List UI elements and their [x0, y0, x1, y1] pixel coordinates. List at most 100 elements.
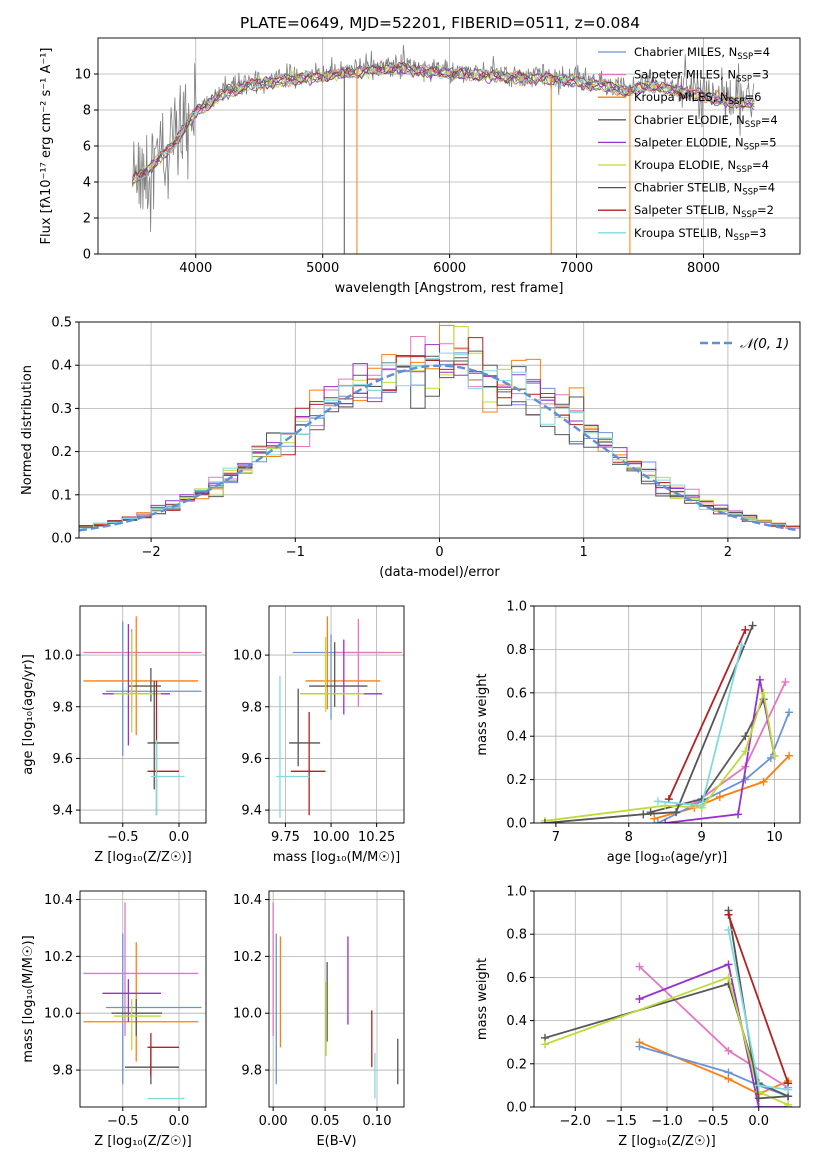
mass-weight-marker [785, 751, 794, 760]
panel-1: 4000 5000 6000 7000 8000 0 2 4 6 8 10 wavelength [A… [39, 37, 801, 296]
y-tick-label: 0.6 [506, 686, 527, 701]
legend-entry: 𝒩(0, 1) [740, 336, 789, 352]
mass-weight-line [639, 1045, 789, 1098]
model-spectrum-line [132, 62, 755, 180]
x-axis-label: Z [log₁₀(Z/Z☉)] [94, 1134, 191, 1149]
model-spectrum-line [131, 62, 755, 188]
x-tick-label: 0.0 [748, 1114, 769, 1129]
x-tick-label: 7000 [560, 261, 593, 276]
x-tick-label: 8000 [687, 261, 720, 276]
axes-frame [533, 890, 801, 1108]
y-axis-label: age [log₁₀(age/yr)] [21, 654, 36, 775]
mass-weight-marker [754, 1094, 763, 1103]
mass-weight-marker [661, 801, 670, 810]
y-tick-label: 0.4 [506, 730, 527, 745]
axes-frame [79, 605, 207, 824]
ticks: 7 8 9 10 0.0 0.2 0.4 0.6 0.8 1.0 [506, 600, 782, 846]
y-tick-label: 10.2 [44, 950, 73, 965]
ticks: 4000 5000 6000 7000 8000 0 2 4 6 8 10 [74, 68, 720, 277]
x-tick-label: −1.0 [651, 1114, 683, 1129]
y-tick-label: 10.4 [233, 893, 262, 908]
x-tick-label: 4000 [179, 261, 212, 276]
y-tick-label: 0 [83, 248, 91, 263]
mass-weight-marker [724, 910, 733, 919]
x-tick-label: 0.00 [259, 1114, 288, 1129]
x-tick-label: 8 [625, 830, 633, 845]
axes-frame [533, 605, 801, 824]
x-tick-label: 9.75 [271, 830, 300, 845]
mass-weight-marker [784, 1100, 793, 1107]
x-axis-label: (data-model)/error [379, 565, 500, 580]
legend-entry: Chabrier MILES, NSSP=4 [634, 45, 770, 62]
x-tick-label: 1 [580, 545, 588, 560]
y-tick-label: 10.0 [44, 649, 73, 664]
plot-area [540, 621, 794, 823]
x-tick-label: −2.0 [559, 1114, 591, 1129]
panel-8: −2.0 −1.5 −1.0 −0.5 0.0 0.0 0.2 0.4 0.6 0.8 1.0 Z [… [475, 885, 801, 1149]
x-tick-label: 5000 [306, 261, 339, 276]
figure-title: PLATE=0649, MJD=52201, FIBERID=0511, z=0… [240, 14, 640, 32]
y-tick-label: 0.0 [51, 532, 72, 547]
legend-entry: Chabrier STELIB, NSSP=4 [634, 181, 775, 198]
y-tick-label: 9.8 [241, 1064, 262, 1079]
ticks: 0.00 0.05 0.10 9.8 10.0 10.2 10.4 [233, 893, 391, 1129]
x-tick-label: 6000 [433, 261, 466, 276]
y-tick-label: 1.0 [506, 600, 527, 615]
mass-weight-marker [784, 1085, 793, 1094]
panel-2: −2 −1 0 1 2 0.0 0.1 0.2 0.3 0.4 0.5 (data-model)/er… [20, 316, 801, 580]
ticks: −0.5 0.0 9.8 10.0 10.2 10.4 [44, 893, 189, 1129]
mass-weight-marker [748, 621, 757, 630]
y-tick-label: 9.8 [52, 700, 73, 715]
mass-weight-marker [724, 1046, 733, 1055]
mass-weight-line [667, 629, 747, 800]
x-tick-label: −0.5 [107, 830, 139, 845]
x-tick-label: 10.00 [312, 830, 349, 845]
x-tick-label: 2 [724, 545, 732, 560]
y-tick-label: 0.8 [506, 643, 527, 658]
y-axis-label: mass weight [475, 673, 490, 755]
ticks: −2.0 −1.5 −1.0 −0.5 0.0 0.0 0.2 0.4 0.6 0.8 1.0 [506, 885, 769, 1130]
mass-weight-marker [661, 819, 670, 823]
mass-weight-marker [635, 1042, 644, 1051]
y-tick-label: 6 [83, 140, 91, 155]
y-tick-label: 10.0 [44, 1007, 73, 1022]
y-tick-label: 0.0 [506, 817, 527, 832]
histogram-step [79, 355, 800, 530]
mass-weight-marker [646, 808, 655, 817]
x-tick-label: 10 [766, 830, 783, 845]
y-tick-label: 0.8 [506, 928, 527, 943]
y-axis-label: Normed distribution [20, 365, 35, 495]
mass-weight-marker [741, 775, 750, 784]
x-tick-label: 0.10 [363, 1114, 392, 1129]
mass-weight-line [544, 625, 754, 823]
x-tick-label: 10.25 [358, 830, 395, 845]
y-axis-label: mass weight [475, 958, 490, 1040]
plot-area [79, 324, 800, 532]
mass-weight-marker [653, 797, 662, 806]
y-tick-label: 0.0 [506, 1101, 527, 1116]
x-tick-label: −0.5 [697, 1114, 729, 1129]
axes-frame [97, 37, 801, 255]
y-tick-label: 2 [83, 212, 91, 227]
y-tick-label: 10 [74, 68, 91, 83]
y-tick-label: 0.4 [506, 1014, 527, 1029]
panel-7: 0.00 0.05 0.10 9.8 10.0 10.2 10.4 E(B-V) [233, 890, 405, 1149]
y-tick-label: 9.8 [52, 1064, 73, 1079]
y-tick-label: 0.1 [51, 488, 72, 503]
axes-frame [78, 321, 801, 539]
legend-entry: Salpeter MILES, NSSP=3 [634, 68, 769, 85]
x-tick-label: 0 [435, 545, 443, 560]
mass-weight-marker [759, 777, 768, 786]
mass-weight-marker [715, 792, 724, 801]
legend-entry: Kroupa STELIB, NSSP=3 [634, 226, 766, 243]
x-axis-label: age [log₁₀(age/yr)] [607, 850, 728, 865]
mass-weight-marker [541, 1040, 550, 1049]
mass-weight-marker [724, 1068, 733, 1077]
legend-entry: Salpeter STELIB, NSSP=2 [634, 203, 774, 220]
mass-weight-marker [724, 925, 733, 934]
mass-weight-line [544, 692, 776, 822]
y-axis-label: mass [log₁₀(M/M☉)] [21, 935, 36, 1062]
plot-area [83, 902, 202, 1100]
plot-area [541, 906, 793, 1107]
